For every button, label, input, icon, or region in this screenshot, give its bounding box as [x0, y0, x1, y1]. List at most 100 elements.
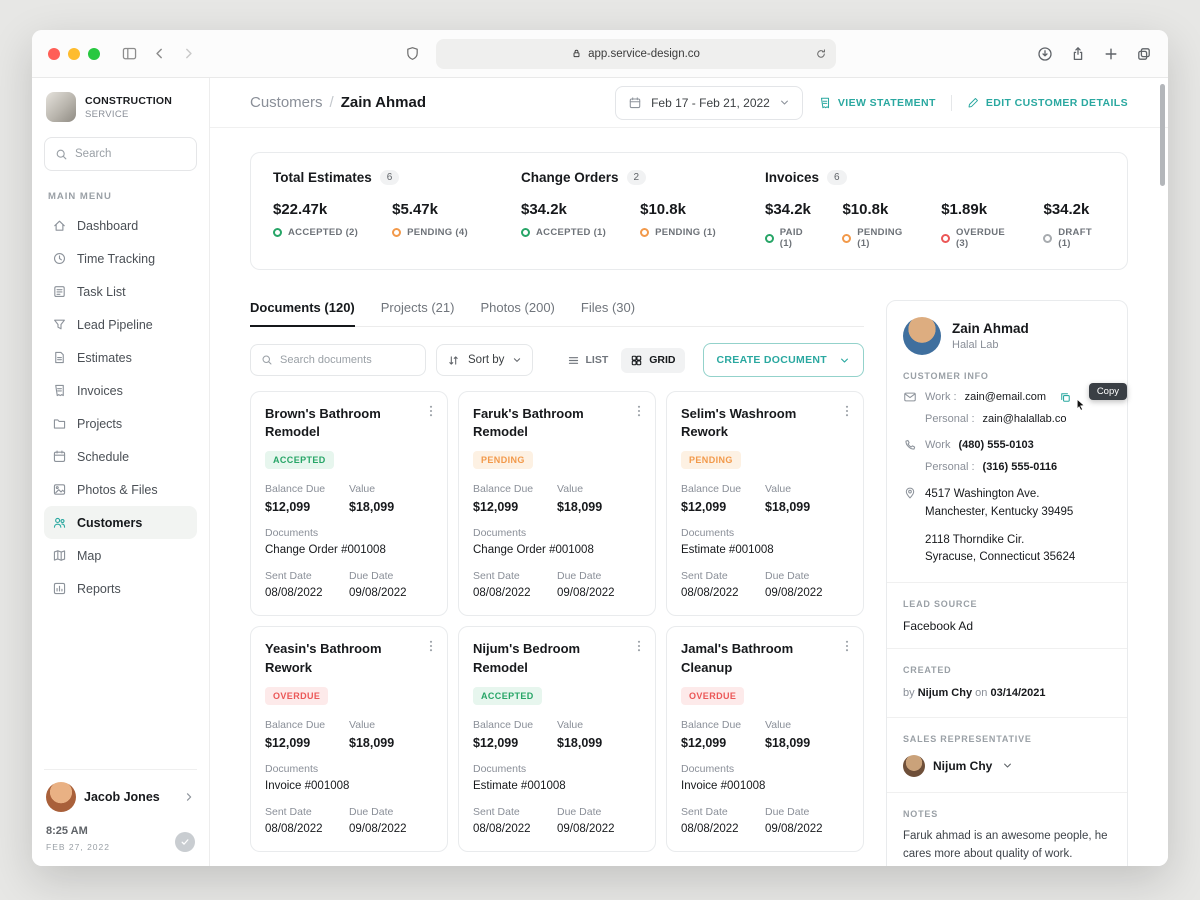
stat-status: ACCEPTED (2) — [288, 227, 359, 238]
invoices-icon — [52, 383, 67, 398]
kebab-menu-icon[interactable] — [424, 639, 438, 653]
created-by-word: by — [903, 687, 915, 700]
privacy-shield-icon[interactable] — [405, 46, 420, 61]
document-ref[interactable]: Estimate #001008 — [681, 544, 774, 557]
kebab-menu-icon[interactable] — [424, 404, 438, 418]
kebab-menu-icon[interactable] — [632, 404, 646, 418]
view-statement-button[interactable]: VIEW STATEMENT — [818, 96, 936, 110]
customers-icon — [52, 515, 67, 530]
document-ref[interactable]: Change Order #001008 — [473, 544, 594, 557]
sidebar-item-time-tracking[interactable]: Time Tracking — [44, 242, 197, 275]
refresh-icon[interactable] — [815, 48, 827, 60]
sidebar-item-schedule[interactable]: Schedule — [44, 440, 197, 473]
lock-icon — [571, 48, 582, 59]
search-icon — [55, 148, 68, 161]
list-view-button[interactable]: LIST — [558, 348, 618, 373]
document-card[interactable]: Yeasin's Bathroom Rework OVERDUE Balance… — [250, 626, 448, 852]
minimize-window-button[interactable] — [68, 47, 80, 60]
kebab-menu-icon[interactable] — [840, 404, 854, 418]
breadcrumb-separator: / — [329, 94, 334, 111]
field-label: Sent Date — [681, 570, 728, 583]
scrollbar-thumb[interactable] — [1160, 84, 1165, 186]
balance-due-value: $12,099 — [265, 500, 311, 515]
forward-icon[interactable] — [181, 46, 196, 61]
sidebar-item-dashboard[interactable]: Dashboard — [44, 209, 197, 242]
url-bar[interactable]: app.service-design.co — [435, 38, 836, 69]
list-view-label: LIST — [585, 354, 609, 366]
tab-photos[interactable]: Photos (200) — [480, 300, 555, 315]
value-amount: $18,099 — [765, 735, 811, 750]
search-input[interactable] — [75, 148, 186, 160]
sales-rep-selector[interactable]: Nijum Chy — [903, 754, 1111, 777]
sort-dropdown[interactable]: Sort by — [436, 344, 534, 376]
grid-view-button[interactable]: GRID — [621, 347, 685, 373]
stat-group-invoices: Invoices 6 $34.2k PAID (1) $10.8k PENDIN… — [765, 170, 1105, 249]
tab-files[interactable]: Files (30) — [580, 300, 636, 315]
grid-view-label: GRID — [649, 354, 676, 366]
sidebar-item-projects[interactable]: Projects — [44, 407, 197, 440]
stat-amount: $10.8k — [842, 201, 889, 218]
created-line: by Nijum Chy on 03/14/2021 — [903, 685, 1111, 702]
user-menu[interactable]: Jacob Jones — [44, 782, 197, 812]
document-card[interactable]: Brown's Bathroom Remodel ACCEPTED Balanc… — [250, 391, 448, 617]
document-ref[interactable]: Estimate #001008 — [473, 779, 566, 792]
back-icon[interactable] — [152, 46, 167, 61]
address-row: 4517 Washington Ave. Manchester, Kentuck… — [903, 486, 1111, 567]
sidebar-item-customers[interactable]: Customers — [44, 506, 197, 539]
view-statement-label: VIEW STATEMENT — [837, 96, 936, 109]
breadcrumb-customers[interactable]: Customers — [250, 94, 323, 111]
document-card[interactable]: Faruk's Bathroom Remodel PENDING Balance… — [458, 391, 656, 617]
address-bar-area: app.service-design.co — [203, 38, 1037, 69]
downloads-icon[interactable] — [1037, 46, 1053, 62]
kebab-menu-icon[interactable] — [840, 639, 854, 653]
document-card[interactable]: Jamal's Bathroom Cleanup OVERDUE Balance… — [666, 626, 864, 852]
sent-date-value: 08/08/2022 — [265, 587, 323, 600]
statement-icon — [818, 96, 832, 110]
sidebar-item-task-list[interactable]: Task List — [44, 275, 197, 308]
app-logo[interactable]: CONSTRUCTION SERVICE — [44, 92, 197, 122]
field-label: Due Date — [765, 805, 810, 818]
customer-avatar — [903, 317, 941, 355]
edit-customer-button[interactable]: EDIT CUSTOMER DETAILS — [967, 96, 1128, 109]
sidebar-item-label: Customers — [77, 515, 143, 530]
kebab-menu-icon[interactable] — [632, 639, 646, 653]
new-tab-icon[interactable] — [1103, 46, 1119, 62]
stat-group-count: 6 — [827, 170, 847, 185]
documents-search[interactable] — [250, 344, 426, 376]
status-badge: PENDING — [473, 451, 533, 470]
copy-icon[interactable] — [1059, 391, 1072, 404]
document-ref[interactable]: Invoice #001008 — [681, 779, 766, 792]
sidebar-item-reports[interactable]: Reports — [44, 572, 197, 605]
sidebar-item-lead-pipeline[interactable]: Lead Pipeline — [44, 308, 197, 341]
document-ref[interactable]: Change Order #001008 — [265, 544, 386, 557]
documents-toolbar: Sort by LIST — [250, 343, 864, 377]
field-label: Balance Due — [473, 483, 534, 496]
sidebar-toggle-icon[interactable] — [121, 45, 138, 62]
sidebar-item-estimates[interactable]: Estimates — [44, 341, 197, 374]
sidebar-item-label: Dashboard — [77, 218, 139, 233]
field-label: Balance Due — [473, 718, 534, 731]
photos-files-icon — [52, 482, 67, 497]
sidebar-search[interactable] — [44, 137, 197, 171]
address-2-line-2: Syracuse, Connecticut 35624 — [925, 551, 1076, 564]
tab-overview-icon[interactable] — [1136, 46, 1152, 62]
status-dot — [1043, 233, 1053, 243]
field-label: Due Date — [349, 805, 394, 818]
share-icon[interactable] — [1070, 46, 1086, 62]
sidebar-item-photos-files[interactable]: Photos & Files — [44, 473, 197, 506]
sales-rep-avatar — [903, 754, 925, 777]
sidebar-item-invoices[interactable]: Invoices — [44, 374, 197, 407]
document-card[interactable]: Nijum's Bedroom Remodel ACCEPTED Balance… — [458, 626, 656, 852]
zoom-window-button[interactable] — [88, 47, 100, 60]
document-ref[interactable]: Invoice #001008 — [265, 779, 350, 792]
tab-projects[interactable]: Projects (21) — [380, 300, 455, 315]
documents-search-input[interactable] — [280, 354, 415, 366]
create-document-button[interactable]: CREATE DOCUMENT — [702, 343, 864, 377]
notes-label: NOTES — [903, 808, 939, 819]
phone-icon — [903, 438, 917, 452]
tab-documents[interactable]: Documents (120) — [250, 300, 355, 327]
close-window-button[interactable] — [48, 47, 60, 60]
document-card[interactable]: Selim's Washroom Rework PENDING Balance … — [666, 391, 864, 617]
sidebar-item-map[interactable]: Map — [44, 539, 197, 572]
date-range-picker[interactable]: Feb 17 - Feb 21, 2022 — [615, 85, 803, 120]
